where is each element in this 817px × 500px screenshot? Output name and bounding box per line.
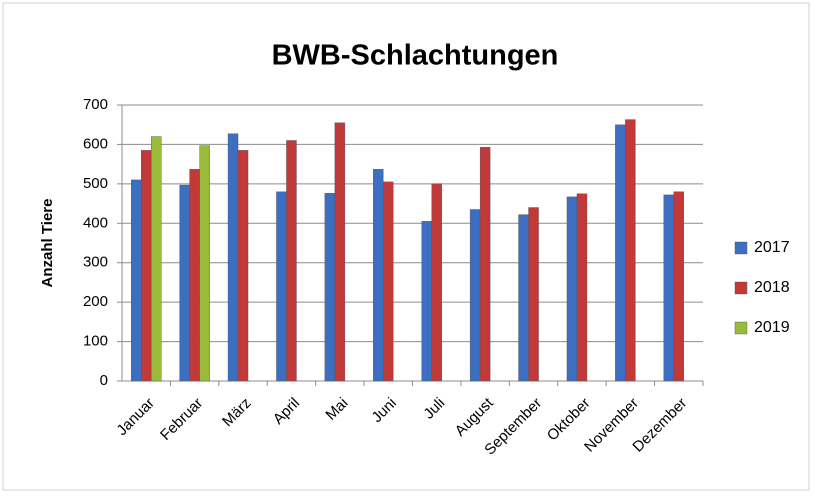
- y-tick-label: 0: [100, 372, 108, 389]
- bar: [151, 136, 162, 382]
- bar: [615, 124, 626, 382]
- y-axis-label: Anzahl Tiere: [39, 199, 56, 288]
- y-tick-label: 100: [83, 333, 108, 350]
- bar: [431, 183, 442, 382]
- bar: [334, 122, 346, 382]
- y-tick-label: 400: [83, 214, 108, 231]
- bar: [625, 119, 636, 382]
- bar: [131, 179, 142, 382]
- bar: [528, 207, 539, 382]
- bar: [421, 221, 432, 382]
- bar: [141, 150, 152, 382]
- bar: [179, 184, 190, 382]
- bar: [324, 193, 336, 382]
- y-tick-label: 200: [83, 293, 108, 310]
- legend-label: 2017: [754, 239, 790, 256]
- bar: [276, 191, 287, 382]
- y-tick-label: 500: [83, 175, 108, 192]
- bar: [286, 140, 297, 382]
- legend-swatch: [734, 321, 748, 335]
- chart-title: BWB-Schlachtungen: [272, 40, 559, 72]
- bar: [189, 169, 200, 382]
- bar: [199, 145, 210, 382]
- y-tick-label: 300: [83, 254, 108, 271]
- bar: [566, 196, 578, 382]
- bar: [663, 194, 674, 382]
- y-tick-label: 600: [83, 135, 108, 152]
- legend-label: 2018: [754, 279, 790, 296]
- bar: [518, 214, 529, 382]
- bar: [673, 191, 684, 382]
- bar: [373, 169, 384, 382]
- bar: [479, 146, 491, 382]
- legend-label: 2019: [754, 319, 790, 336]
- legend-swatch: [734, 281, 748, 295]
- bar: [227, 133, 239, 382]
- bar: [576, 193, 588, 382]
- legend-swatch: [734, 241, 748, 255]
- y-tick-label: 700: [83, 96, 108, 113]
- bar: [383, 181, 394, 382]
- bar: [237, 150, 249, 382]
- bar: [469, 209, 481, 382]
